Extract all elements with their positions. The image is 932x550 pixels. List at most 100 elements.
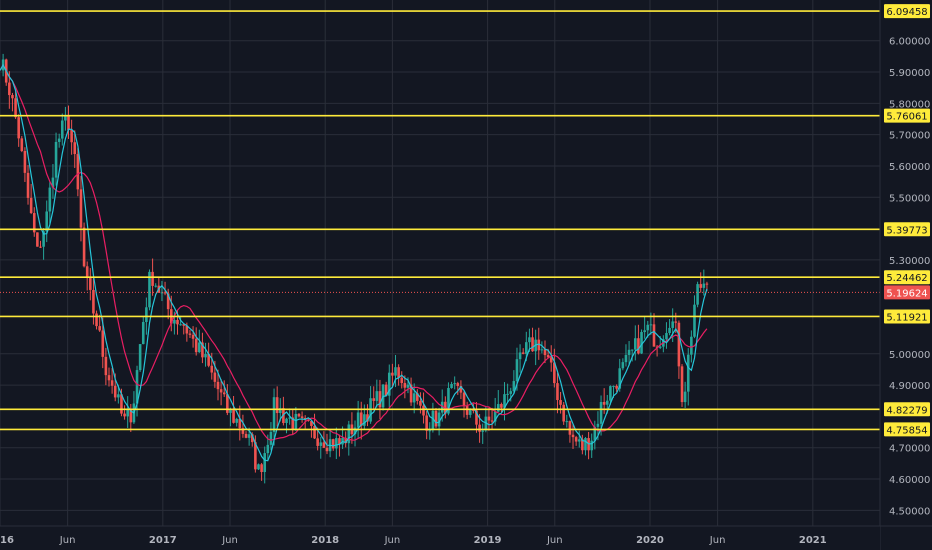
candle-body — [129, 408, 133, 423]
candle-body — [531, 337, 534, 352]
x-tick-label: Jun — [59, 535, 76, 546]
candle-body — [447, 387, 450, 414]
candle-body — [490, 420, 494, 422]
candle-body — [138, 344, 142, 371]
candle-body — [11, 95, 14, 99]
y-tick-label: 5.80000 — [889, 99, 930, 110]
candle-body — [503, 394, 506, 408]
candle-body — [581, 439, 584, 451]
candle-body — [677, 322, 681, 367]
candle-body — [384, 384, 388, 396]
candle-body — [98, 326, 101, 331]
time-axis[interactable]: 2016 Jun 2017 Jun 2018 Jun 2019 Jun 2020 Jun 2021 — [0, 535, 827, 546]
candle-body — [353, 427, 357, 435]
candle-body — [207, 354, 210, 366]
candle-body — [222, 392, 226, 395]
candle-body — [135, 370, 139, 404]
candle-body — [400, 377, 404, 384]
candle-body — [257, 464, 260, 470]
time-axis-background — [0, 526, 880, 550]
candle-body — [665, 333, 668, 340]
candle-body — [145, 307, 148, 323]
candle-body — [210, 365, 214, 373]
candle-body — [201, 342, 204, 358]
candle-body — [500, 404, 503, 408]
horizontal-level-lines[interactable] — [0, 10, 882, 431]
candle-body — [652, 324, 656, 347]
candle-body — [496, 404, 500, 412]
candle-body — [472, 409, 475, 411]
level-label-text: 5.39773 — [886, 225, 927, 236]
candle-body — [92, 289, 95, 314]
candle-body — [568, 421, 572, 435]
candle-body — [310, 421, 313, 426]
x-tick-label: Jun — [709, 535, 726, 546]
candle-body — [637, 338, 640, 354]
candle-body — [518, 352, 522, 360]
candle-body — [359, 412, 363, 426]
candle-body — [634, 338, 637, 350]
candle-body — [571, 434, 575, 438]
candle-body — [73, 142, 77, 155]
candle-body — [559, 400, 562, 405]
candle-body — [584, 438, 587, 451]
candle-body — [29, 197, 33, 214]
candle-body — [528, 337, 531, 343]
candle-body — [605, 400, 609, 405]
level-label-badge — [884, 402, 930, 417]
candle-body — [54, 141, 58, 178]
candle-body — [690, 336, 693, 355]
candle-body — [67, 114, 70, 131]
moving-average-line — [0, 63, 708, 441]
x-tick-label: 2020 — [636, 535, 664, 546]
candle-body — [646, 324, 650, 331]
candle-body — [409, 384, 413, 403]
candle-body — [113, 385, 117, 398]
candle-body — [640, 332, 643, 354]
candle-body — [434, 410, 438, 427]
candle-body — [437, 412, 441, 427]
price-axis[interactable]: 6.00000 5.90000 5.80000 5.70000 5.60000 5.500… — [889, 37, 930, 518]
candle-body — [481, 430, 485, 432]
candle-body — [85, 266, 89, 279]
candle-body — [213, 372, 217, 382]
candle-body — [194, 338, 198, 353]
candle-body — [699, 284, 703, 288]
candle-body — [232, 409, 235, 423]
candle-body — [450, 384, 453, 388]
candle-body — [160, 292, 164, 294]
candle-body — [459, 385, 463, 393]
candle-body — [387, 372, 391, 396]
candle-body — [596, 423, 600, 427]
candle-body — [325, 447, 329, 452]
candle-body — [166, 293, 170, 310]
candle-body — [658, 346, 662, 348]
candle-body — [406, 384, 410, 388]
candle-body — [668, 327, 671, 334]
candle-body — [627, 349, 631, 355]
moving-average-line — [0, 63, 708, 462]
level-label-badge — [884, 222, 930, 237]
candle-body — [391, 372, 394, 376]
candle-body — [313, 425, 316, 439]
x-tick-label: Jun — [546, 535, 563, 546]
candle-body — [126, 408, 129, 417]
candle-body — [540, 349, 544, 351]
candle-body — [403, 383, 407, 388]
candle-body — [512, 381, 516, 392]
candle-body — [493, 411, 497, 422]
candle-body — [593, 426, 597, 441]
candle-body — [609, 386, 612, 401]
candle-body — [241, 428, 245, 434]
candle-body — [397, 367, 400, 378]
candle-body — [275, 397, 279, 414]
x-tick-label: 2021 — [799, 535, 827, 546]
candle-body — [394, 367, 397, 376]
candle-body — [475, 410, 478, 425]
candle-body — [39, 246, 42, 248]
candle-body — [599, 401, 603, 424]
candle-body — [649, 324, 653, 326]
candle-body — [574, 437, 578, 442]
candle-body — [17, 117, 20, 139]
